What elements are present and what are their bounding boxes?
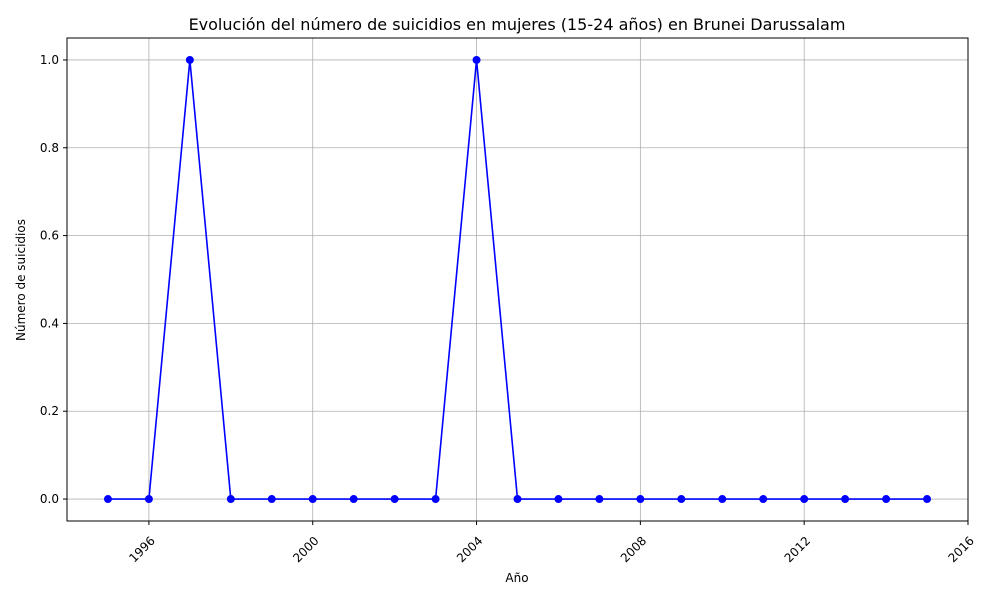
x-tick-label: 2004: [454, 534, 485, 565]
data-point-2012: [800, 495, 809, 504]
data-point-2015: [923, 495, 932, 504]
data-point-2006: [554, 495, 563, 504]
x-axis-ticks: 1996 2000 2004 2008 2012 2016: [126, 521, 977, 565]
x-tick-label: 2016: [945, 534, 976, 565]
plot-frame: [66, 37, 969, 522]
x-axis-label: Año: [505, 571, 528, 585]
data-point-2013: [841, 495, 850, 504]
data-point-2002: [390, 495, 399, 504]
data-point-2009: [677, 495, 686, 504]
data-point-2004: [472, 55, 481, 64]
data-point-1998: [226, 495, 235, 504]
data-point-2010: [718, 495, 727, 504]
x-tick-label: 2000: [290, 534, 321, 565]
data-point-1996: [144, 495, 153, 504]
y-tick-label: 0.0: [40, 492, 59, 506]
y-tick-label: 1.0: [40, 53, 59, 67]
data-point-2008: [636, 495, 645, 504]
data-point-2011: [759, 495, 768, 504]
y-axis-label: Número de suicidios: [14, 219, 28, 341]
y-tick-label: 0.8: [40, 141, 59, 155]
data-point-1995: [103, 495, 112, 504]
x-tick-label: 2012: [782, 534, 813, 565]
series: [103, 55, 932, 504]
data-point-2003: [431, 495, 440, 504]
data-point-1999: [267, 495, 276, 504]
data-point-2007: [595, 495, 604, 504]
data-point-1997: [185, 55, 194, 64]
data-point-2014: [882, 495, 891, 504]
y-tick-label: 0.4: [40, 316, 59, 330]
y-tick-label: 0.6: [40, 229, 59, 243]
x-tick-label: 2008: [618, 534, 649, 565]
data-point-2000: [308, 495, 317, 504]
grid: [67, 38, 969, 521]
chart-title: Evolución del número de suicidios en muj…: [189, 15, 846, 34]
data-point-2001: [349, 495, 358, 504]
y-tick-label: 0.2: [40, 404, 59, 418]
y-axis-ticks: 0.0 0.2 0.4 0.6 0.8 1.0: [40, 53, 67, 506]
x-tick-label: 1996: [126, 534, 157, 565]
data-point-2005: [513, 495, 522, 504]
